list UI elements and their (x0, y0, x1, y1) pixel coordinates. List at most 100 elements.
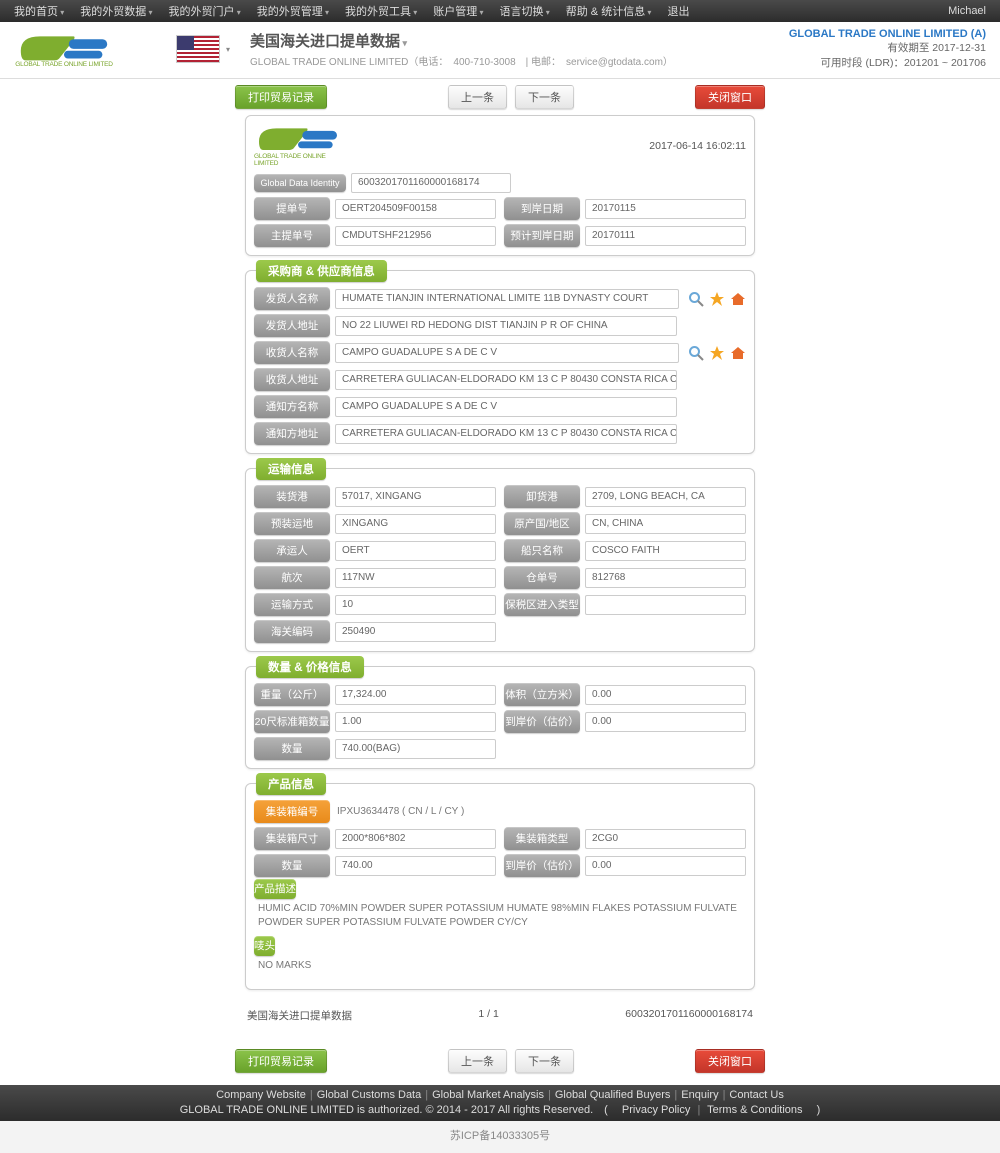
privacy-link[interactable]: Privacy Policy (622, 1104, 690, 1116)
close-button[interactable]: 关闭窗口 (695, 85, 765, 109)
field-value: 117NW (335, 568, 496, 588)
action-bar-bottom: 打印贸易记录 上一条 下一条 关闭窗口 (235, 1043, 765, 1079)
party-card: 采购商 & 供应商信息 发货人名称 HUMATE TIANJIN INTERNA… (245, 270, 755, 454)
ldr-range: 可用时段 (LDR)：201201 ~ 201706 (789, 55, 986, 70)
home-icon[interactable] (730, 291, 746, 307)
nav-portal[interactable]: 我的外贸门户 (163, 3, 247, 19)
notify-addr-value: CARRETERA GULIACAN-ELDORADO KM 13 C P 80… (335, 424, 677, 444)
page-title[interactable]: 美国海关进口提单数据 (250, 30, 673, 51)
nav-manage[interactable]: 我的外贸管理 (251, 3, 335, 19)
container-size-label: 集装箱尺寸 (254, 827, 330, 850)
print-button[interactable]: 打印贸易记录 (235, 85, 327, 109)
notify-name-value: CAMPO GUADALUPE S A DE C V (335, 397, 677, 417)
notify-addr-label: 通知方地址 (254, 422, 330, 445)
footer-bar: Company Website|Global Customs Data|Glob… (0, 1085, 1000, 1121)
close-button-bottom[interactable]: 关闭窗口 (695, 1049, 765, 1073)
product-qty-label: 数量 (254, 854, 330, 877)
field-label: 20尺标准箱数量 (254, 710, 330, 733)
field-value: 2709, LONG BEACH, CA (585, 487, 746, 507)
field-label: 保税区进入类型 (504, 593, 580, 616)
field-label: 重量（公斤） (254, 683, 330, 706)
field-label: 运输方式 (254, 593, 330, 616)
next-button[interactable]: 下一条 (515, 85, 574, 109)
nav-account[interactable]: 账户管理 (427, 3, 489, 19)
field-value (585, 595, 746, 615)
nav-help[interactable]: 帮助 & 统计信息 (560, 3, 658, 19)
qty-title: 数量 & 价格信息 (256, 656, 364, 678)
identity-card: GLOBAL TRADE ONLINE LIMITED 2017-06-14 1… (245, 115, 755, 256)
nav-tools[interactable]: 我的外贸工具 (339, 3, 423, 19)
field-value: 740.00(BAG) (335, 739, 496, 759)
country-flag-icon[interactable] (176, 35, 220, 63)
nav-data[interactable]: 我的外贸数据 (74, 3, 158, 19)
print-button-bottom[interactable]: 打印贸易记录 (235, 1049, 327, 1073)
field-value: 10 (335, 595, 496, 615)
footer-link[interactable]: Global Customs Data (317, 1089, 422, 1101)
product-cif-label: 到岸价（估价） (504, 854, 580, 877)
search-icon[interactable] (688, 345, 704, 361)
consignee-addr-value: CARRETERA GULIACAN-ELDORADO KM 13 C P 80… (335, 370, 677, 390)
logo-subtitle: GLOBAL TRADE ONLINE LIMITED (15, 61, 113, 68)
shipper-name-value: HUMATE TIANJIN INTERNATIONAL LIMITE 11B … (335, 289, 679, 309)
footer-center: 1 / 1 (352, 1008, 625, 1023)
marks-label: 唛头 (254, 936, 275, 956)
marks-value: NO MARKS (254, 953, 746, 981)
field-label: 数量 (254, 737, 330, 760)
footer-link[interactable]: Enquiry (681, 1089, 718, 1101)
terms-link[interactable]: Terms & Conditions (707, 1104, 802, 1116)
field-label: 到岸价（估价） (504, 710, 580, 733)
footer-link[interactable]: Contact Us (729, 1089, 783, 1101)
footer-left: 美国海关进口提单数据 (247, 1008, 352, 1023)
footer-link[interactable]: Global Qualified Buyers (555, 1089, 671, 1101)
home-icon[interactable] (730, 345, 746, 361)
nav-home[interactable]: 我的首页 (8, 3, 70, 19)
document: GLOBAL TRADE ONLINE LIMITED 2017-06-14 1… (245, 115, 755, 1027)
field-value: COSCO FAITH (585, 541, 746, 561)
container-type-label: 集装箱类型 (504, 827, 580, 850)
field-value: 0.00 (585, 712, 746, 732)
top-nav-links: 我的首页 我的外贸数据 我的外贸门户 我的外贸管理 我的外贸工具 账户管理 语言… (8, 3, 695, 19)
eta-value: 20170111 (585, 226, 746, 246)
field-value: 250490 (335, 622, 496, 642)
product-title: 产品信息 (256, 773, 326, 795)
icp-number: 苏ICP备14033305号 (0, 1121, 1000, 1153)
star-icon[interactable] (709, 345, 725, 361)
field-label: 体积（立方米） (504, 683, 580, 706)
site-logo: GLOBAL TRADE ONLINE LIMITED (14, 28, 114, 70)
search-icon[interactable] (688, 291, 704, 307)
eta-label: 预计到岸日期 (504, 224, 580, 247)
footer-line: 美国海关进口提单数据 1 / 1 6003201701160000168174 (245, 1004, 755, 1027)
field-value: 1.00 (335, 712, 496, 732)
action-bar-top: 打印贸易记录 上一条 下一条 关闭窗口 (235, 79, 765, 115)
user-menu[interactable]: Michael (942, 5, 992, 17)
nav-logout[interactable]: 退出 (661, 3, 695, 19)
company-name: GLOBAL TRADE ONLINE LIMITED (A) (789, 28, 986, 40)
next-button-bottom[interactable]: 下一条 (515, 1049, 574, 1073)
timestamp: 2017-06-14 16:02:11 (649, 140, 746, 152)
doc-logo-sub: GLOBAL TRADE ONLINE LIMITED (254, 153, 346, 167)
product-card: 产品信息 集装箱编号IPXU3634478 ( CN / L / CY ) 集装… (245, 783, 755, 990)
product-desc-value: HUMIC ACID 70%MIN POWDER SUPER POTASSIUM… (254, 896, 746, 938)
nav-lang[interactable]: 语言切换 (494, 3, 556, 19)
field-label: 航次 (254, 566, 330, 589)
star-icon[interactable] (709, 291, 725, 307)
field-value: XINGANG (335, 514, 496, 534)
field-value: 57017, XINGANG (335, 487, 496, 507)
consignee-name-label: 收货人名称 (254, 341, 330, 364)
header-account-info: GLOBAL TRADE ONLINE LIMITED (A) 有效期至 201… (789, 28, 986, 70)
prev-button[interactable]: 上一条 (448, 85, 507, 109)
bill-value: OERT204509F00158 (335, 199, 496, 219)
footer-link[interactable]: Company Website (216, 1089, 306, 1101)
container-size-value: 2000*806*802 (335, 829, 496, 849)
footer-link[interactable]: Global Market Analysis (432, 1089, 544, 1101)
prev-button-bottom[interactable]: 上一条 (448, 1049, 507, 1073)
master-value: CMDUTSHF212956 (335, 226, 496, 246)
arrive-label: 到岸日期 (504, 197, 580, 220)
page-subtitle: GLOBAL TRADE ONLINE LIMITED（电话： 400-710-… (250, 53, 673, 68)
footer-links: Company Website|Global Customs Data|Glob… (0, 1089, 1000, 1101)
expire-date: 有效期至 2017-12-31 (789, 40, 986, 55)
field-label: 装货港 (254, 485, 330, 508)
arrive-value: 20170115 (585, 199, 746, 219)
container-type-value: 2CG0 (585, 829, 746, 849)
chevron-down-icon[interactable]: ▾ (226, 45, 230, 54)
